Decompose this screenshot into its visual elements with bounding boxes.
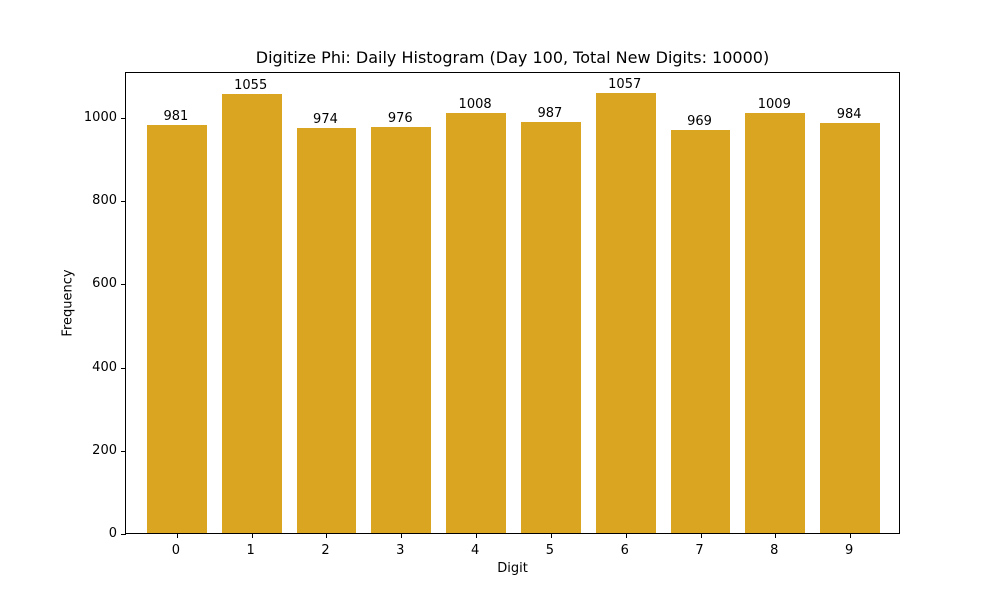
- bar-value-label: 1055: [234, 77, 268, 93]
- y-tick-label: 800: [92, 193, 117, 209]
- x-tick: [550, 533, 552, 538]
- x-tick: [326, 533, 328, 538]
- x-tick-label: 9: [844, 543, 854, 558]
- x-tick-label: 4: [470, 543, 480, 558]
- bar-value-label: 987: [537, 106, 563, 122]
- bar-value-label: 969: [687, 113, 712, 129]
- bar-digit-3: [371, 126, 432, 533]
- y-tick: [121, 367, 126, 369]
- x-tick: [176, 533, 178, 538]
- x-tick: [850, 533, 852, 538]
- bar-digit-9: [820, 123, 881, 533]
- x-tick-label: 2: [321, 543, 330, 558]
- bar-digit-2: [296, 127, 357, 533]
- bar-value-label: 1008: [458, 97, 492, 113]
- chart-title: Digitize Phi: Daily Histogram (Day 100, …: [255, 48, 770, 67]
- x-tick: [775, 533, 777, 538]
- bar-digit-7: [670, 129, 731, 533]
- bar-value-label: 981: [163, 108, 189, 124]
- x-tick-label: 5: [545, 543, 555, 558]
- x-tick: [625, 533, 627, 538]
- plot-area: [121, 72, 900, 538]
- y-tick: [121, 534, 126, 535]
- bar-value-label: 1009: [757, 97, 791, 113]
- bar-digit-8: [745, 113, 806, 533]
- y-tick: [121, 201, 126, 203]
- y-tick-label: 1000: [83, 109, 117, 125]
- y-tick-label: 400: [92, 359, 117, 375]
- x-axis-label: Digit: [497, 561, 528, 576]
- bar-value-label: 974: [313, 111, 338, 127]
- y-tick: [121, 450, 126, 452]
- x-tick: [251, 533, 253, 538]
- x-tick-label: 1: [246, 543, 255, 558]
- bar-value-label: 1057: [608, 77, 642, 93]
- bar-value-label: 984: [836, 107, 862, 123]
- y-tick: [121, 284, 126, 286]
- bar-digit-4: [446, 113, 507, 533]
- x-tick: [476, 533, 478, 538]
- x-tick-label: 8: [770, 543, 779, 558]
- bar-digit-6: [595, 93, 656, 533]
- bar-digit-5: [520, 122, 581, 533]
- y-tick-label: 600: [92, 276, 117, 292]
- bar-digit-0: [146, 124, 207, 533]
- x-tick-label: 0: [171, 543, 180, 558]
- x-tick-label: 6: [620, 543, 629, 558]
- y-tick: [121, 117, 126, 119]
- x-tick-label: 7: [695, 543, 704, 558]
- bar-value-label: 976: [387, 110, 413, 126]
- x-tick: [700, 533, 702, 538]
- x-tick-label: 3: [396, 543, 405, 558]
- y-tick-label: 0: [108, 526, 117, 541]
- bar-digit-1: [221, 93, 282, 533]
- y-tick-label: 200: [92, 442, 117, 458]
- x-tick: [401, 533, 403, 538]
